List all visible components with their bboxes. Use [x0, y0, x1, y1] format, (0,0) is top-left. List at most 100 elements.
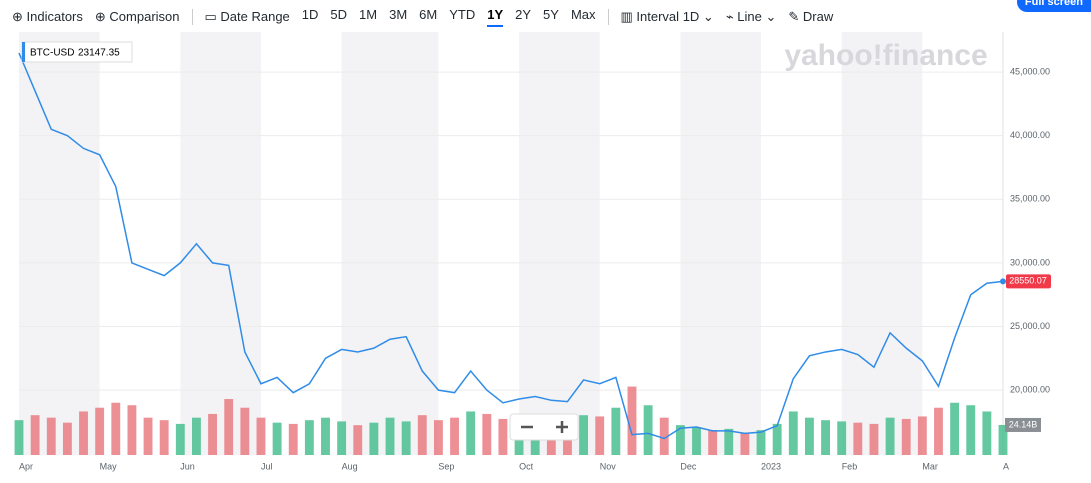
volume-bar	[482, 413, 492, 455]
volume-bar	[272, 422, 282, 455]
volume-bar	[708, 430, 718, 455]
volume-bar	[240, 407, 250, 455]
volume-bar	[224, 399, 234, 455]
full-screen-button[interactable]: Full screen	[1016, 0, 1091, 12]
x-tick-label: May	[100, 461, 118, 471]
volume-bar	[772, 423, 782, 455]
zoom-controls	[509, 413, 579, 441]
x-tick-label: Jun	[180, 461, 195, 471]
x-tick-label: Nov	[600, 461, 617, 471]
volume-bar	[466, 411, 476, 455]
volume-bar	[127, 405, 137, 455]
volume-bar	[304, 420, 314, 455]
volume-bar	[208, 413, 218, 455]
separator	[607, 9, 609, 25]
volume-bar	[627, 386, 637, 455]
volume-bar	[143, 417, 153, 455]
x-tick-label: Apr	[19, 461, 33, 471]
volume-bar	[595, 416, 605, 455]
draw-button[interactable]: ✎ Draw	[788, 9, 834, 24]
range-button[interactable]: 5Y	[543, 7, 559, 22]
volume-bar	[901, 418, 911, 455]
volume-bar	[30, 415, 40, 455]
current-price-box	[1006, 274, 1051, 289]
volume-bar	[159, 420, 169, 455]
volume-label-box	[1005, 417, 1041, 432]
current-price-dot	[1000, 278, 1006, 285]
volume-bar	[804, 417, 814, 455]
logo: yahoo!finance	[784, 39, 987, 72]
range-button[interactable]: Max	[570, 7, 596, 22]
volume-bar	[756, 430, 766, 455]
volume-bar	[692, 427, 701, 455]
range-button[interactable]: 2Y	[515, 7, 532, 22]
x-tick-label: 2023	[761, 461, 781, 471]
range-button[interactable]: 5D	[330, 7, 348, 22]
range-button[interactable]: YTD	[449, 7, 476, 22]
y-tick-label: 30,000.00	[1010, 257, 1050, 267]
volume-bar	[46, 417, 56, 455]
volume-bar	[675, 425, 685, 455]
x-tick-label: Jul	[261, 461, 273, 471]
volume-bar	[288, 423, 298, 455]
y-tick-label: 20,000.00	[1010, 384, 1050, 394]
label: Indicators	[26, 9, 83, 24]
label: Interval	[636, 9, 680, 24]
volume-bar	[353, 425, 363, 455]
y-tick-label: 45,000.00	[1010, 66, 1050, 76]
zoom-in-button[interactable]	[556, 421, 568, 433]
volume-bar	[611, 407, 621, 455]
volume-bar	[62, 422, 72, 455]
tooltip-value: 23147.35	[78, 48, 120, 59]
volume-bar	[337, 421, 347, 455]
volume-bar	[643, 405, 653, 455]
range-button[interactable]: 1D	[301, 7, 319, 22]
month-band	[19, 32, 100, 455]
volume-bar	[821, 420, 830, 455]
range-button[interactable]: 1Y	[487, 7, 504, 27]
interval-value: 1D	[682, 9, 700, 24]
y-tick-label: 35,000.00	[1010, 194, 1050, 204]
volume-bar	[385, 417, 395, 455]
month-band	[519, 32, 600, 455]
y-tick-label: 40,000.00	[1010, 130, 1050, 140]
volume-bar	[321, 417, 330, 455]
volume-bar	[14, 420, 24, 455]
y-tick-label: 25,000.00	[1010, 321, 1050, 331]
tooltip-symbol: BTC-USD	[30, 48, 74, 59]
volume-bar	[579, 415, 589, 455]
month-band	[180, 32, 261, 455]
label: Date Range	[220, 9, 290, 24]
price-line	[18, 52, 1004, 440]
volume-bar	[788, 411, 798, 455]
volume-bar	[724, 428, 734, 455]
month-band	[341, 32, 439, 455]
volume-bar	[853, 422, 863, 455]
volume-bar	[256, 417, 266, 455]
volume-label: 24.14B	[1009, 419, 1038, 429]
date-range-button[interactable]: ▭ Date Range	[204, 9, 290, 24]
volume-bar	[401, 421, 411, 455]
volume-bar	[950, 402, 960, 455]
range-button[interactable]: 3M	[389, 7, 408, 22]
volume-bar	[175, 423, 185, 455]
volume-bar	[450, 417, 459, 455]
range-button[interactable]: 1M	[359, 7, 378, 22]
range-button[interactable]: 6M	[419, 7, 438, 22]
x-tick-label: Mar	[922, 461, 938, 471]
volume-bar	[917, 416, 927, 455]
range-buttons: 1D 5D 1M 3M 6M YTD 1Y 2Y 5Y Max	[290, 7, 596, 27]
volume-bar	[417, 415, 427, 455]
volume-bar	[111, 402, 121, 455]
interval-button[interactable]: ▥ Interval 1D ⌄	[620, 9, 714, 24]
comparison-button[interactable]: ⊕ Comparison	[94, 9, 180, 24]
toolbar: ⊕ Indicators ⊕ Comparison ▭ Date Range 1…	[0, 0, 1000, 34]
label: Draw	[802, 9, 834, 24]
volume-bar	[740, 432, 750, 455]
indicators-button[interactable]: ⊕ Indicators	[12, 9, 83, 24]
volume-bar	[934, 407, 943, 455]
volume-bar	[837, 421, 847, 455]
chart-style-button[interactable]: ⌁ Line ⌄	[725, 9, 777, 24]
